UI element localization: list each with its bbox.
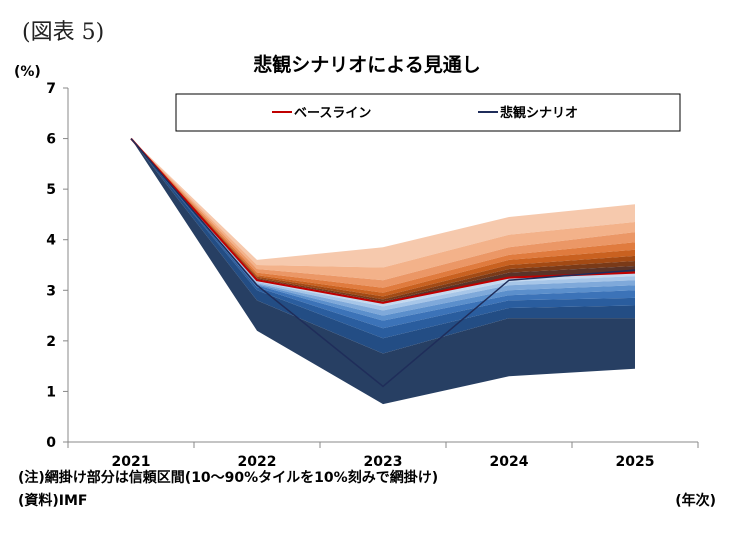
x-tick-labels: 2021 2022 2023 2024 2025 [112,454,655,470]
x-tick-label: 2024 [490,454,529,470]
fan-band-lower-7 [131,138,635,354]
series-lines [130,137,636,388]
figure-label: (図表 5) [22,20,105,45]
y-tick-label: 5 [46,182,56,198]
series-line-2 [130,138,636,388]
axes [63,87,699,448]
footnote-confidence: (注)網掛け部分は信頼区間(10～90%タイルを10%刻みで網掛け) [18,470,439,486]
legend-label-2: 悲観シナリオ [500,105,578,121]
x-tick-label: 2021 [112,454,151,470]
x-tick-label: 2023 [364,454,403,470]
y-tick-label: 0 [46,435,56,451]
legend-box [175,93,681,132]
y-tick-label: 7 [46,81,56,97]
fan-band-upper-2 [131,138,635,281]
legend-label-1: ベースライン [294,106,371,121]
chart-title: 悲観シナリオによる見通し [253,54,481,76]
y-tick-label: 6 [46,132,56,148]
y-tick-label: 4 [46,233,56,249]
fan-band-lower-6 [131,138,635,339]
y-tick-label: 1 [46,384,56,400]
fan-band-lower-8 [131,138,635,405]
y-tick-labels: 0 1 2 3 4 5 6 7 [46,81,56,451]
legend: ベースライン 悲観シナリオ [175,93,681,132]
y-tick-label: 2 [46,334,56,350]
confidence-bands [131,138,635,405]
y-axis-unit: (%) [14,64,41,80]
footnote-source: (資料)IMF [18,493,88,509]
fan-band-upper-3 [131,138,635,288]
x-tick-label: 2022 [238,454,277,470]
y-tick-label: 3 [46,283,56,299]
x-tick-label: 2025 [616,454,655,470]
x-axis-unit: (年次) [675,493,716,509]
series-line-1 [130,137,636,304]
